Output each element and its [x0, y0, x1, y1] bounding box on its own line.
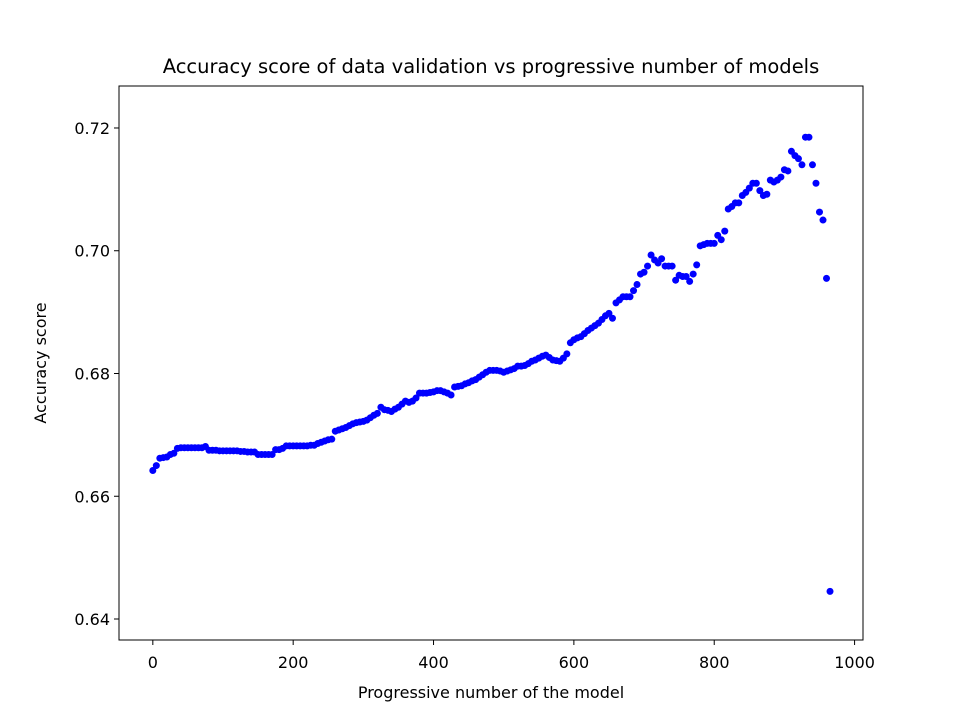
point [563, 350, 571, 358]
y-tick-label: 0.64 [74, 610, 110, 629]
point [644, 262, 652, 270]
point [412, 394, 420, 402]
x-tick-label: 0 [148, 653, 158, 672]
point [717, 236, 725, 244]
x-tick-label: 1000 [834, 653, 875, 672]
y-tick-label: 0.70 [74, 242, 110, 261]
point [682, 273, 690, 281]
point [721, 227, 729, 235]
point [710, 239, 718, 247]
y-tick-label: 0.72 [74, 119, 110, 138]
point [626, 293, 634, 301]
point [812, 179, 820, 187]
x-tick-label: 800 [699, 653, 730, 672]
point [808, 161, 816, 169]
point [686, 277, 694, 285]
x-axis-label: Progressive number of the model [358, 683, 624, 702]
point [608, 314, 616, 322]
point [745, 184, 753, 192]
point [647, 251, 655, 259]
y-tick-label: 0.66 [74, 487, 110, 506]
point [149, 466, 157, 474]
point [373, 409, 381, 417]
point [328, 435, 336, 443]
point [784, 167, 792, 175]
point [826, 587, 834, 595]
point [633, 280, 641, 288]
point [658, 255, 666, 263]
point [756, 187, 764, 195]
point [763, 190, 771, 198]
point [170, 449, 178, 457]
axes-frame [118, 85, 864, 641]
x-tick-label: 400 [418, 653, 449, 672]
chart-title: Accuracy score of data validation vs pro… [163, 55, 820, 78]
point [447, 391, 455, 399]
y-axis-label: Accuracy score [31, 302, 50, 423]
point [819, 216, 827, 224]
point [640, 268, 648, 276]
point [752, 179, 760, 187]
point [689, 270, 697, 278]
point [777, 173, 785, 181]
x-tick-label: 600 [559, 653, 590, 672]
point [668, 262, 676, 270]
point [268, 451, 276, 459]
point [794, 155, 802, 163]
x-tick-label: 200 [278, 653, 309, 672]
point [805, 133, 813, 141]
point [630, 287, 638, 295]
point [735, 199, 743, 207]
point [798, 161, 806, 169]
point [152, 462, 160, 470]
point [815, 208, 823, 216]
point [693, 261, 701, 269]
plot-area [149, 133, 834, 595]
point [605, 309, 613, 317]
y-tick-label: 0.68 [74, 364, 110, 383]
point [672, 276, 680, 284]
point [823, 274, 831, 282]
